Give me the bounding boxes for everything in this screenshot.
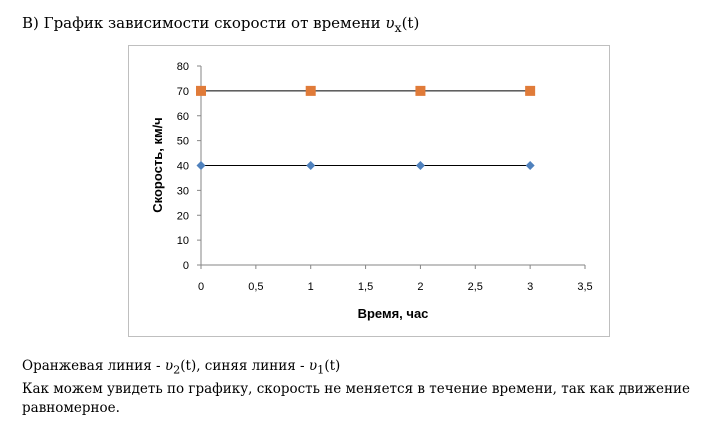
data-point-diamond bbox=[415, 161, 425, 170]
caption-line-2: Как можем увидеть по графику, скорость н… bbox=[22, 380, 690, 416]
x-tick-label: 3,5 bbox=[577, 281, 592, 293]
data-point-square bbox=[525, 85, 536, 96]
y-tick-label: 80 bbox=[177, 61, 189, 73]
y-tick-label: 40 bbox=[177, 161, 189, 173]
caption-orange-label: Оранжевая линия - bbox=[22, 358, 165, 374]
caption-v1-sub: 1 bbox=[317, 363, 325, 377]
caption-v1-arg: (t) bbox=[324, 358, 341, 374]
heading-subscript: x bbox=[394, 20, 402, 35]
data-point-square bbox=[196, 85, 206, 96]
x-tick-label: 1 bbox=[308, 281, 314, 293]
data-point-square bbox=[415, 85, 426, 96]
caption-v2-sub: 2 bbox=[173, 363, 181, 377]
data-point-square bbox=[305, 85, 316, 96]
chart-heading: B) График зависимости скорости от времен… bbox=[22, 14, 419, 35]
y-tick-label: 60 bbox=[177, 111, 189, 123]
y-tick-label: 0 bbox=[183, 260, 189, 272]
x-tick-label: 0 bbox=[198, 281, 204, 293]
x-axis-title: Время, час bbox=[358, 306, 429, 321]
x-tick-label: 1,5 bbox=[358, 281, 373, 293]
heading-variable: υ bbox=[385, 14, 395, 32]
chart-axes: 0 10 20 30 40 50 60 70 80 0 0,5 1 1,5 2 2,5 3 3,5 bbox=[177, 61, 593, 293]
y-tick-label: 30 bbox=[177, 185, 189, 197]
data-point-diamond bbox=[196, 161, 206, 170]
chart-series bbox=[196, 85, 536, 170]
y-tick-label: 20 bbox=[177, 210, 189, 222]
y-axis-title: Скорость, км/ч bbox=[150, 117, 165, 212]
data-point-diamond bbox=[525, 161, 535, 170]
y-tick-label: 10 bbox=[177, 235, 189, 247]
x-tick-label: 2,5 bbox=[468, 281, 483, 293]
data-point-diamond bbox=[306, 161, 316, 170]
caption-v2-var: υ bbox=[164, 358, 174, 374]
x-tick-label: 3 bbox=[527, 281, 533, 293]
heading-argument: (t) bbox=[401, 14, 420, 32]
x-tick-label: 2 bbox=[417, 281, 423, 293]
caption: Оранжевая линия - υ2(t), синяя линия - υ… bbox=[22, 357, 702, 418]
caption-v1-var: υ bbox=[308, 358, 318, 374]
x-tick-label: 0,5 bbox=[248, 281, 263, 293]
caption-v2-arg: (t) bbox=[180, 358, 197, 374]
y-tick-label: 70 bbox=[177, 86, 189, 98]
heading-prefix: B) График зависимости скорости от времен… bbox=[22, 14, 386, 32]
chart-area bbox=[128, 45, 610, 337]
y-tick-label: 50 bbox=[177, 136, 189, 148]
caption-line-1: Оранжевая линия - υ2(t), синяя линия - υ… bbox=[22, 357, 702, 380]
caption-blue-label: , синяя линия - bbox=[196, 358, 309, 374]
